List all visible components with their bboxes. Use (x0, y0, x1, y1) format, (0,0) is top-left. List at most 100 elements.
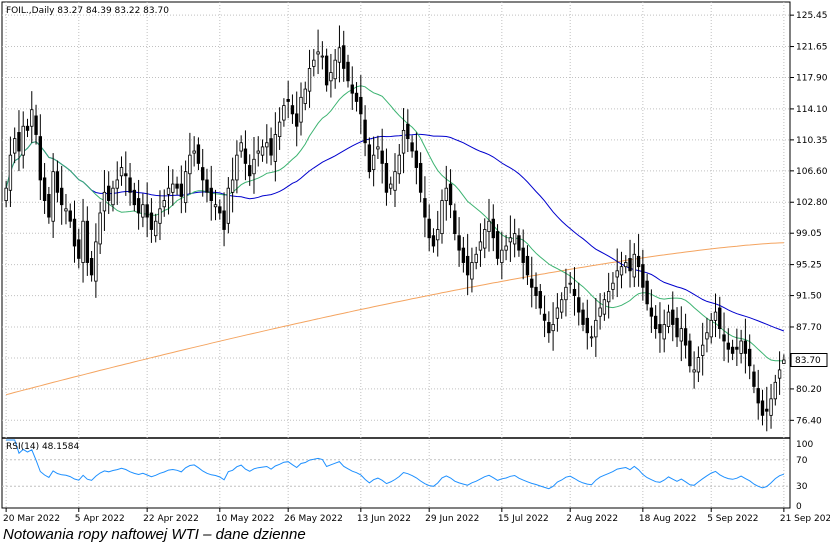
candle (128, 163, 132, 206)
candle (350, 66, 354, 110)
candle (705, 317, 709, 353)
candle-body (286, 99, 290, 102)
candle (628, 239, 632, 288)
candle (119, 156, 124, 186)
candle-body (128, 177, 132, 193)
candle-body (512, 233, 517, 245)
candle-body (316, 51, 320, 55)
time-tick-label: 15 Jul 2022 (498, 514, 549, 524)
candle-body (487, 220, 491, 232)
candle (619, 251, 624, 289)
candle (218, 199, 222, 220)
candle-body (444, 187, 448, 201)
candle (295, 91, 299, 147)
candle (98, 201, 102, 254)
candle (752, 364, 756, 394)
candle-body (470, 262, 474, 280)
rsi-tick-label: 30 (796, 482, 808, 492)
candle (252, 136, 256, 194)
rsi-header: RSI(14) 48.1584 (6, 442, 79, 452)
candle-body (542, 313, 547, 321)
candle-body (25, 125, 30, 131)
candle (64, 193, 68, 225)
candle-body (615, 270, 619, 278)
candle-body (666, 311, 671, 327)
candle-body (495, 231, 500, 259)
candle-body (307, 68, 312, 92)
candle (162, 189, 166, 217)
grid (2, 2, 790, 508)
candle (675, 307, 679, 347)
candle-body (175, 183, 179, 189)
candle-body (363, 119, 367, 144)
candle-body (453, 210, 457, 235)
candle (282, 98, 286, 127)
candle (38, 114, 43, 201)
rsi-line (6, 439, 785, 490)
candle (410, 135, 414, 158)
candle-body (705, 332, 709, 340)
candle (427, 204, 431, 252)
price-tick-label: 99.05 (796, 229, 822, 239)
candle-body (107, 185, 111, 201)
candle (474, 246, 478, 270)
candle-body (77, 239, 81, 259)
candle (286, 80, 290, 119)
candle (166, 165, 171, 215)
candle (688, 333, 692, 373)
candle (13, 127, 17, 164)
candle-body (743, 340, 748, 354)
rsi-tick-label: 70 (796, 456, 808, 466)
candle-body (393, 171, 397, 191)
candle-body (688, 340, 692, 367)
ma-long-line (5, 242, 784, 396)
candle-body (333, 59, 337, 80)
price-tick-label: 117.90 (796, 74, 828, 84)
candle (85, 206, 90, 276)
candle (495, 224, 500, 266)
candle-body (196, 144, 201, 164)
candle (773, 374, 777, 406)
candle-body (735, 346, 739, 350)
candle-body (739, 340, 743, 354)
candle-body (55, 171, 60, 193)
candle-body (474, 253, 478, 263)
candle (209, 165, 213, 221)
candle (72, 200, 77, 263)
price-tick-label: 102.80 (796, 198, 828, 208)
candle-body (132, 189, 137, 206)
candle-body (350, 84, 354, 94)
candle-body (51, 171, 55, 222)
candle (239, 135, 243, 158)
candle-body (457, 235, 461, 251)
candle-body (401, 129, 406, 154)
candle-body (461, 247, 466, 263)
candle-body (700, 344, 705, 356)
candle (581, 302, 585, 332)
candle-body (641, 264, 645, 288)
candle-body (376, 146, 380, 150)
candle (337, 25, 342, 83)
candle (393, 153, 397, 207)
candle-body (611, 282, 615, 290)
candle-body (320, 55, 325, 58)
candle-body (632, 253, 636, 278)
candle (423, 176, 427, 238)
candle-body (683, 328, 688, 346)
candle-body (521, 247, 525, 263)
price-tick-label: 121.65 (796, 43, 828, 53)
candle-body (577, 297, 581, 313)
candle (589, 325, 594, 347)
candle-body (500, 249, 504, 263)
candle (538, 284, 542, 315)
candle (559, 292, 564, 319)
candle-body (188, 154, 192, 175)
candle (213, 189, 218, 221)
candle-body (342, 45, 346, 69)
candle (632, 243, 636, 288)
candle-body (555, 307, 560, 319)
candle-body (380, 150, 384, 164)
candle-body (589, 336, 594, 339)
candle (60, 165, 64, 225)
candle-body (423, 198, 427, 218)
